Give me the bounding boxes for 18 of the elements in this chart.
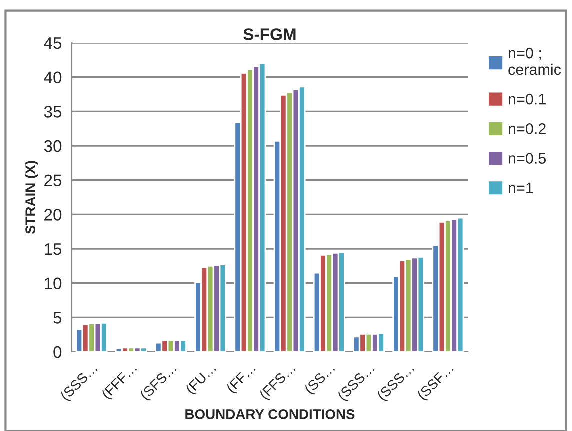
y-tick-label: 25 xyxy=(44,174,62,187)
y-tick-label: 45 xyxy=(44,38,62,50)
legend-label: n=0 ; ceramic xyxy=(508,48,562,76)
legend-label: n=0.1 xyxy=(509,94,546,105)
y-tick-label: 10 xyxy=(45,278,62,290)
legend-label: n=1 xyxy=(509,182,534,194)
y-tick-label: 35 xyxy=(44,106,62,118)
y-tick-label: 40 xyxy=(44,72,62,84)
y-tick-label: 5 xyxy=(54,312,62,324)
y-tick-label: 30 xyxy=(44,140,62,152)
y-tick-label: 0 xyxy=(54,346,62,358)
chart-title: S-FGM xyxy=(244,28,296,40)
y-tick-label: 15 xyxy=(45,244,62,256)
y-axis-title: STRAIN (X) xyxy=(25,161,38,234)
x-axis-title: BOUNDARY CONDITIONS xyxy=(186,410,355,420)
legend-label: n=0.5 xyxy=(509,153,546,164)
y-tick-label: 20 xyxy=(44,209,62,221)
legend-label: n=0.2 xyxy=(509,124,546,134)
